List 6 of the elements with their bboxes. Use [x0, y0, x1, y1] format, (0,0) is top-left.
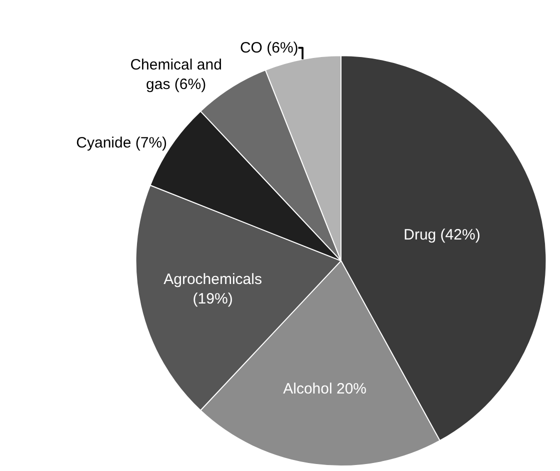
slice-label: Chemical and gas (6%)	[130, 56, 222, 93]
slice-label: Cyanide (7%)	[76, 134, 168, 152]
slice-label: Drug (42%)	[404, 226, 480, 244]
slice-label: Agrochemicals (19%)	[164, 271, 262, 308]
slice-label: CO (6%)	[240, 39, 298, 56]
slice-label: Alcohol 20%	[283, 380, 366, 398]
